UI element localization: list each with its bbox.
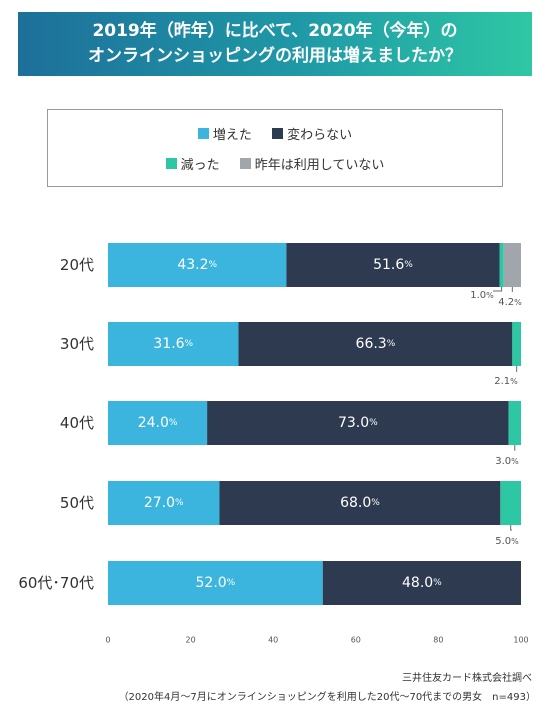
bar-value-label: 66.3% <box>356 336 396 352</box>
legend-swatch-unchanged <box>272 128 284 139</box>
legend-row-1: 増えた 変わらない <box>48 124 502 143</box>
bar-segment <box>219 481 501 525</box>
callout-line <box>493 287 503 292</box>
bar-value-label: 43.2% <box>177 257 217 273</box>
bar-segment <box>108 322 239 366</box>
callout-label: 5.0% <box>495 536 519 547</box>
bar-value-label: 31.6% <box>153 336 193 352</box>
bar-value-label: 52.0% <box>196 575 236 591</box>
x-tick-label: 80 <box>433 636 443 645</box>
legend-label-decreased: 減った <box>180 158 220 173</box>
bar-value-label: 24.0% <box>138 415 178 431</box>
bar-segment <box>108 401 208 445</box>
title-line-2: オンラインショッピングの利用は増えましたか？ <box>88 46 462 66</box>
bar-segment <box>322 561 521 605</box>
bar-value-label: 51.6% <box>373 257 413 273</box>
bar-segment <box>499 243 504 287</box>
chart-title: 2019年（昨年）に比べて、2020年（今年）の オンラインショッピングの利用は… <box>18 12 532 76</box>
x-tick-label: 20 <box>186 636 196 645</box>
callout-label: 2.1% <box>494 376 518 387</box>
category-label: 30代 <box>60 335 94 353</box>
bar-value-label: 68.0% <box>340 495 380 511</box>
bar-value-label: 73.0% <box>338 415 378 431</box>
legend-swatch-decreased <box>165 158 177 169</box>
source-credit: 三井住友カード株式会社調べ <box>402 673 532 684</box>
bar-value-label: 27.0% <box>144 495 184 511</box>
legend-row-2: 減った 昨年は利用していない <box>48 154 502 173</box>
x-tick-label: 0 <box>105 636 110 645</box>
bar-segment <box>108 481 220 525</box>
bar-segment <box>286 243 500 287</box>
legend-swatch-increased <box>197 128 209 139</box>
x-tick-label: 100 <box>513 636 528 645</box>
bar-segment <box>512 322 521 366</box>
legend-item-unchanged: 変わらない <box>272 124 352 143</box>
legend-swatch-not-used <box>239 158 251 169</box>
legend-item-not-used: 昨年は利用していない <box>239 154 385 173</box>
callout-line <box>514 445 516 451</box>
callout-label: 3.0% <box>495 456 519 467</box>
bar-segment <box>500 481 521 525</box>
legend-label-unchanged: 変わらない <box>287 128 353 143</box>
category-label: 40代 <box>60 414 94 432</box>
bar-value-label: 48.0% <box>402 575 442 591</box>
x-tick-label: 60 <box>351 636 361 645</box>
legend-item-decreased: 減った <box>165 154 220 173</box>
bar-segment <box>503 243 521 287</box>
callout-label: 1.0% <box>470 290 494 301</box>
legend-label-increased: 増えた <box>212 128 252 143</box>
bar-segment <box>508 401 521 445</box>
category-label: 20代 <box>60 256 94 274</box>
bar-segment <box>238 322 513 366</box>
source-note: （2020年4月～7月にオンラインショッピングを利用した20代～70代までの男女… <box>118 692 536 703</box>
callout-line <box>510 525 512 531</box>
category-label: 60代･70代 <box>18 574 94 592</box>
title-line-1: 2019年（昨年）に比べて、2020年（今年）の <box>92 21 458 41</box>
legend: 増えた 変わらない 減った 昨年は利用していない <box>47 109 503 187</box>
callout-label: 4.2% <box>498 297 522 308</box>
bar-segment <box>207 401 509 445</box>
x-tick-label: 40 <box>268 636 278 645</box>
category-label: 50代 <box>60 494 94 512</box>
bar-segment <box>108 561 323 605</box>
legend-item-increased: 増えた <box>197 124 252 143</box>
legend-label-not-used: 昨年は利用していない <box>254 158 385 173</box>
bar-segment <box>108 243 287 287</box>
